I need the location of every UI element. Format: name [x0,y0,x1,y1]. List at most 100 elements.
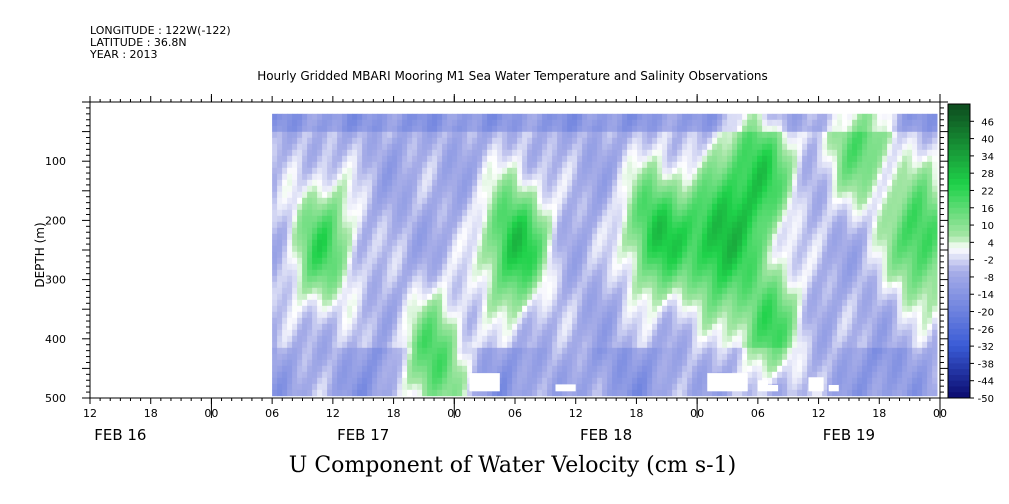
heatmap-cell [377,365,383,373]
heatmap-cell [292,137,298,145]
heatmap-cell [347,251,353,259]
heatmap-cell [652,323,658,331]
heatmap-cell [702,251,708,259]
heatmap-cell [307,179,313,187]
heatmap-cell [702,335,708,343]
heatmap-cell [437,299,443,307]
heatmap-cell [422,353,428,361]
heatmap-cell [722,191,728,199]
heatmap-cell [372,245,378,253]
heatmap-cell [772,215,778,223]
heatmap-cell [512,263,518,271]
heatmap-cell [312,341,318,349]
heatmap-cell [657,269,663,277]
heatmap-cell [787,347,793,355]
heatmap-cell [742,209,748,217]
heatmap-cell [417,185,423,193]
heatmap-cell [347,257,353,265]
heatmap-cell [292,365,298,373]
heatmap-cell [447,137,453,145]
heatmap-cell [637,179,643,187]
heatmap-cell [347,131,353,139]
heatmap-cell [532,227,538,235]
heatmap-cell [522,125,528,133]
heatmap-cell [327,215,333,223]
heatmap-cell [562,329,568,337]
heatmap-cell [337,329,343,337]
heatmap-cell [462,347,468,355]
heatmap-cell [722,131,728,139]
heatmap-cell [607,305,613,313]
heatmap-cell [652,263,658,271]
heatmap-cell [762,149,768,157]
heatmap-cell [697,311,703,319]
heatmap-cell [487,323,493,331]
heatmap-cell [727,233,733,241]
heatmap-cell [402,119,408,127]
heatmap-cell [522,173,528,181]
heatmap-cell [567,317,573,325]
heatmap-cell [377,287,383,295]
heatmap-cell [697,215,703,223]
heatmap-cell [427,221,433,229]
heatmap-cell [677,281,683,289]
heatmap-cell [497,329,503,337]
heatmap-cell [382,197,388,205]
heatmap-cell [317,377,323,385]
heatmap-cell [522,347,528,355]
heatmap-cell [632,161,638,169]
heatmap-cell [747,215,753,223]
heatmap-cell [462,251,468,259]
heatmap-cell [767,113,773,121]
heatmap-cell [607,365,613,373]
heatmap-cell [277,161,283,169]
heatmap-cell [642,131,648,139]
heatmap-cell [767,359,773,367]
heatmap-cell [542,383,548,391]
heatmap-cell [457,155,463,163]
heatmap-cell [652,377,658,385]
heatmap-cell [492,359,498,367]
heatmap-cell [322,335,328,343]
heatmap-cell [592,179,598,187]
heatmap-cell [432,197,438,205]
heatmap-cell [792,179,798,187]
heatmap-cell [742,281,748,289]
heatmap-cell [752,341,758,349]
heatmap-cell [307,263,313,271]
heatmap-cell [612,251,618,259]
heatmap-cell [702,197,708,205]
heatmap-cell [477,173,483,181]
heatmap-cell [732,341,738,349]
heatmap-cell [792,161,798,169]
heatmap-cell [527,167,533,175]
heatmap-cell [497,125,503,133]
heatmap-cell [732,179,738,187]
heatmap-cell [637,335,643,343]
heatmap-cell [657,143,663,151]
heatmap-cell [277,125,283,133]
heatmap-cell [447,209,453,217]
heatmap-cell [522,287,528,295]
heatmap-cell [337,389,343,397]
heatmap-cell [422,359,428,367]
heatmap-cell [707,239,713,247]
heatmap-cell [307,281,313,289]
heatmap-cell [427,245,433,253]
heatmap-cell [392,323,398,331]
heatmap-cell [507,149,513,157]
heatmap-cell [327,269,333,277]
heatmap-cell [382,161,388,169]
heatmap-cell [707,335,713,343]
heatmap-cell [397,245,403,253]
heatmap-cell [657,347,663,355]
heatmap-cell [747,221,753,229]
heatmap-cell [532,287,538,295]
heatmap-cell [422,203,428,211]
heatmap-cell [622,179,628,187]
heatmap-cell [717,209,723,217]
heatmap-cell [792,269,798,277]
heatmap-cell [482,347,488,355]
heatmap-cell [492,323,498,331]
heatmap-cell [417,275,423,283]
